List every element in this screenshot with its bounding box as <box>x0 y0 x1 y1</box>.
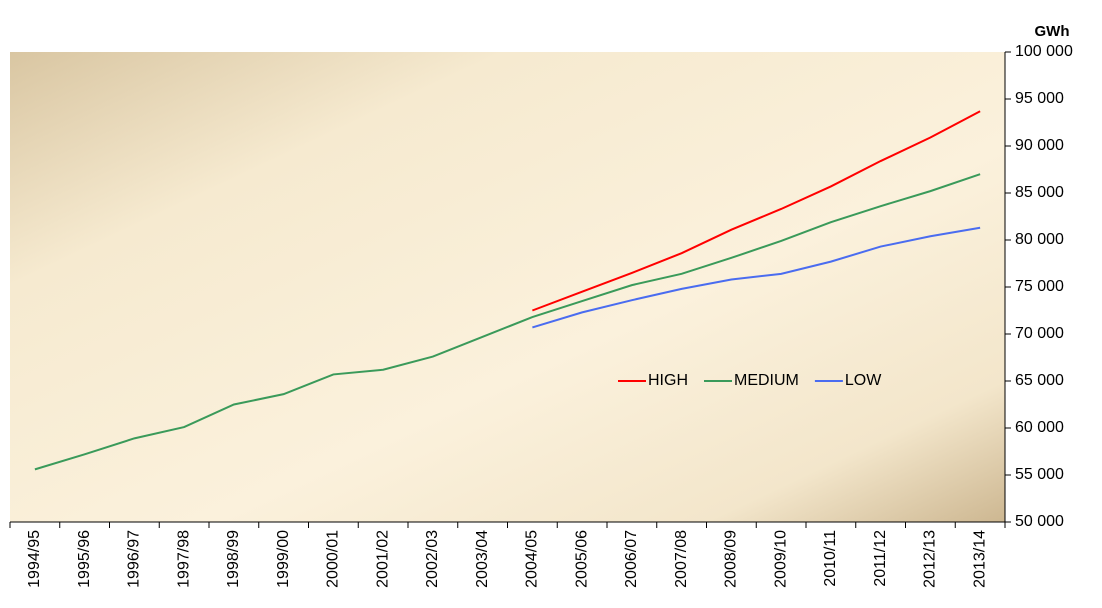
line-series <box>34 173 981 471</box>
y-tick-label: 90 000 <box>1015 137 1064 154</box>
x-tick-label: 2010/11 <box>822 530 839 587</box>
x-tick-label: 1999/00 <box>275 530 292 588</box>
x-tick-label: 2013/14 <box>971 530 988 588</box>
x-tick-label: 2008/09 <box>723 530 740 588</box>
x-tick-label: 1994/95 <box>26 530 43 588</box>
line-series <box>532 110 981 312</box>
y-tick-label: 95 000 <box>1015 90 1064 107</box>
x-tick-label: 2003/04 <box>474 530 491 588</box>
x-tick-label: 2007/08 <box>673 530 690 588</box>
x-tick-label: 2004/05 <box>524 530 541 588</box>
legend-label: MEDIUM <box>734 372 799 389</box>
x-tick-label: 2005/06 <box>573 530 590 588</box>
y-tick-label: 65 000 <box>1015 372 1064 389</box>
y-tick-label: 100 000 <box>1015 43 1073 60</box>
y-tick-label: 80 000 <box>1015 231 1064 248</box>
y-tick-label: 75 000 <box>1015 278 1064 295</box>
y-tick-label: 70 000 <box>1015 325 1064 342</box>
unit-label: GWh <box>1035 23 1070 40</box>
x-tick-label: 2001/02 <box>374 530 391 588</box>
y-tick-label: 85 000 <box>1015 184 1064 201</box>
legend-label: LOW <box>845 372 882 389</box>
y-tick-label: 55 000 <box>1015 466 1064 483</box>
x-tick-label: 1996/97 <box>126 530 143 588</box>
x-tick-label: 2011/12 <box>872 530 889 587</box>
plot-area <box>10 52 1005 522</box>
x-tick-label: 2012/13 <box>922 530 939 588</box>
legend-label: HIGH <box>648 372 688 389</box>
y-tick-label: 50 000 <box>1015 513 1064 530</box>
x-tick-label: 2000/01 <box>325 530 342 588</box>
x-tick-label: 1995/96 <box>76 530 93 588</box>
x-tick-label: 2002/03 <box>424 530 441 588</box>
x-tick-label: 1997/98 <box>175 530 192 588</box>
y-tick-label: 60 000 <box>1015 419 1064 436</box>
x-tick-label: 2009/10 <box>772 530 789 588</box>
x-tick-label: 2006/07 <box>623 530 640 588</box>
line-series <box>532 226 981 329</box>
x-tick-label: 1998/99 <box>225 530 242 588</box>
